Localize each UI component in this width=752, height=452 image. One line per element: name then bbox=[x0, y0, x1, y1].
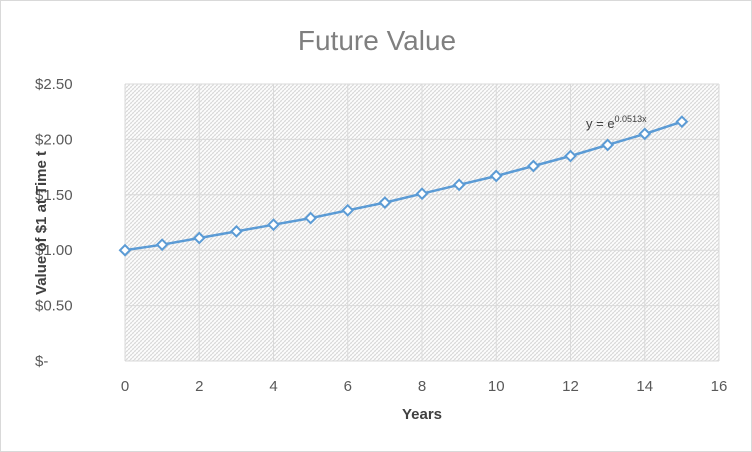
x-tick-label: 14 bbox=[636, 378, 653, 395]
x-tick-label: 8 bbox=[418, 378, 426, 395]
x-tick-label: 4 bbox=[269, 378, 277, 395]
x-axis-title: Years bbox=[402, 406, 442, 423]
data-point-marker bbox=[378, 196, 392, 209]
x-tick-label: 0 bbox=[121, 378, 129, 395]
data-point-marker bbox=[415, 187, 429, 201]
x-tick-label: 10 bbox=[488, 378, 505, 395]
data-point-marker bbox=[526, 159, 540, 173]
y-tick-label: $2.50 bbox=[35, 76, 73, 93]
chart-title: Future Value bbox=[298, 25, 456, 56]
data-point-marker bbox=[341, 203, 355, 217]
series-line bbox=[124, 120, 683, 252]
y-axis-title: Value of $1 at Time t bbox=[33, 151, 50, 295]
data-point-marker bbox=[638, 127, 652, 141]
data-point-marker bbox=[601, 138, 615, 152]
data-point-marker bbox=[304, 211, 318, 225]
y-tick-label: $- bbox=[35, 353, 48, 370]
y-tick-label: $2.00 bbox=[35, 131, 73, 148]
data-point-marker bbox=[118, 243, 132, 257]
x-axis-tick-labels: 0 2 4 6 8 10 12 14 16 bbox=[121, 378, 728, 395]
data-point-marker bbox=[267, 218, 280, 232]
x-tick-label: 6 bbox=[344, 378, 352, 395]
data-point-marker bbox=[564, 149, 577, 163]
y-axis-tick-labels: $- $0.50 $1.00 $1.50 $2.00 $2.50 bbox=[35, 76, 73, 370]
data-point-marker bbox=[155, 238, 169, 252]
y-tick-label: $0.50 bbox=[35, 298, 73, 315]
x-tick-label: 2 bbox=[195, 378, 203, 395]
x-tick-label: 12 bbox=[562, 378, 579, 395]
data-point-marker bbox=[489, 169, 503, 183]
data-point-marker bbox=[229, 224, 243, 238]
data-markers bbox=[118, 115, 689, 257]
data-point-marker bbox=[675, 115, 689, 129]
trendline-label: y = e0.0513x bbox=[586, 114, 647, 131]
y-tick-label: $1.00 bbox=[35, 242, 73, 259]
data-point-marker bbox=[452, 178, 466, 192]
data-point-marker bbox=[192, 231, 206, 245]
x-tick-label: 16 bbox=[711, 378, 728, 395]
y-tick-label: $1.50 bbox=[35, 187, 73, 204]
